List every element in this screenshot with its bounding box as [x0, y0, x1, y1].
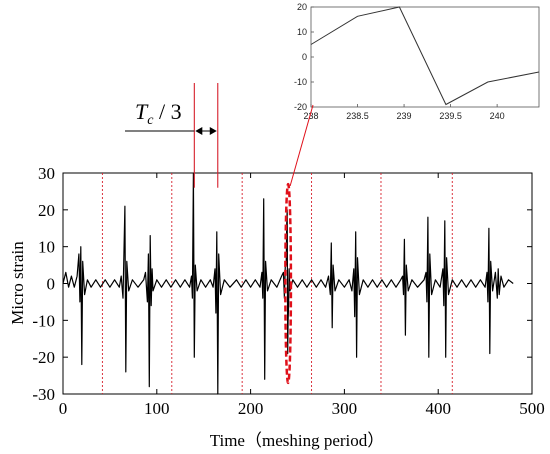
- inset-signal-line: [310, 6, 540, 106]
- x-tick-label-0: 0: [59, 399, 68, 418]
- inset-x-tick-label-2: 239: [397, 111, 412, 121]
- inset-y-tick-label-4: -20: [294, 102, 307, 112]
- x-tick-label-2: 200: [238, 399, 264, 418]
- zoom-connector-line: [289, 104, 314, 187]
- tc-label: Tc / 3: [135, 99, 182, 128]
- y-axis-title: Micro strain: [8, 241, 27, 325]
- x-tick-label-1: 100: [144, 399, 170, 418]
- inset-axis-ticks: [310, 6, 498, 108]
- tc-arrow-right: [209, 127, 217, 135]
- x-axis-title: Time（meshing period）: [210, 431, 385, 450]
- main-plot-frame: [62, 172, 533, 395]
- main-y-tick-labels: 30 20 10 0 -10 -20 -30: [32, 164, 55, 404]
- inset-y-tick-label-3: -10: [294, 77, 307, 87]
- inset-x-tick-label-1: 238.5: [346, 111, 369, 121]
- inset-y-tick-label-0: 20: [297, 2, 307, 12]
- y-tick-label-4: -10: [32, 311, 55, 330]
- main-axis-ticks: [62, 172, 533, 395]
- x-tick-label-5: 500: [519, 399, 545, 418]
- y-tick-label-6: -30: [32, 385, 55, 404]
- inset-x-tick-label-0: 238: [303, 111, 318, 121]
- y-tick-label-3: 0: [47, 275, 56, 294]
- tc-label-tail: / 3: [153, 99, 181, 124]
- x-tick-label-4: 400: [425, 399, 451, 418]
- inset-x-tick-labels: 238 238.5 239 239.5 240: [303, 111, 504, 121]
- inset-y-tick-labels: 20 10 0 -10 -20: [294, 2, 307, 112]
- inset-x-tick-label-3: 239.5: [439, 111, 462, 121]
- main-vertical-guides: [101, 173, 453, 394]
- inset-plot-frame: [310, 6, 540, 108]
- inset-y-tick-label-1: 10: [297, 27, 307, 37]
- y-tick-label-0: 30: [38, 164, 55, 183]
- inset-x-tick-label-4: 240: [490, 111, 505, 121]
- y-tick-label-1: 20: [38, 201, 55, 220]
- inset-y-tick-label-2: 0: [302, 52, 307, 62]
- tc-annotation: [125, 83, 219, 188]
- tc-arrow-left: [195, 127, 203, 135]
- tc-label-main: T: [135, 99, 149, 124]
- main-x-tick-labels: 0 100 200 300 400 500: [59, 399, 545, 418]
- y-tick-label-5: -20: [32, 348, 55, 367]
- y-tick-label-2: 10: [38, 238, 55, 257]
- tc-label-sub: c: [147, 113, 154, 128]
- x-tick-label-3: 300: [332, 399, 358, 418]
- highlight-ellipse: [284, 182, 293, 385]
